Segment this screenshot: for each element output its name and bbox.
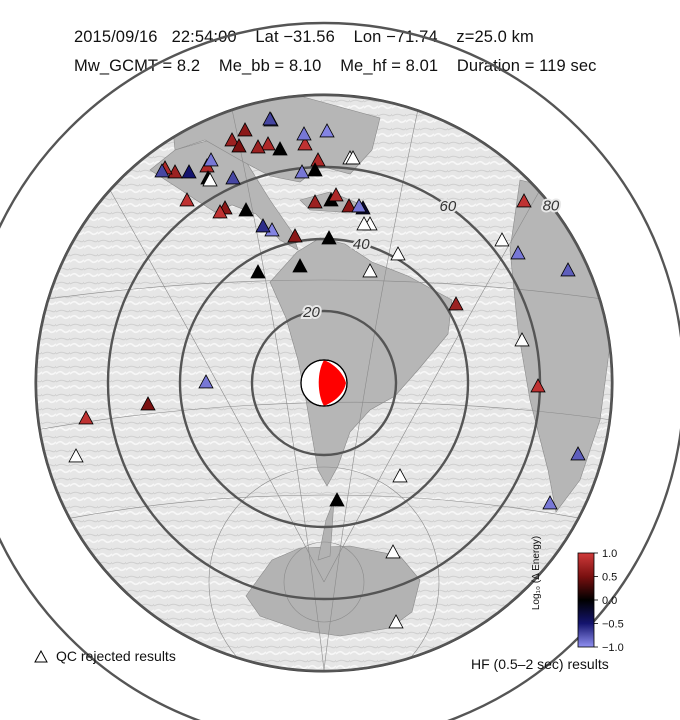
station-marker xyxy=(321,230,337,245)
qc-rejected-station xyxy=(202,172,218,187)
colorbar-tick-label: 0.5 xyxy=(602,572,617,584)
station-marker xyxy=(260,136,276,151)
ring-label-40: 40 xyxy=(353,236,370,253)
station-marker xyxy=(510,245,526,260)
qc-rejected-station xyxy=(362,263,378,278)
focal-mechanism-beachball xyxy=(300,359,348,407)
station-marker xyxy=(560,262,576,277)
station-marker xyxy=(255,218,271,233)
station-marker xyxy=(250,139,266,154)
qc-rejected-station xyxy=(392,468,408,483)
qc-rejected-triangle-icon xyxy=(34,649,48,662)
station-markers xyxy=(68,111,586,629)
qc-rejected-station xyxy=(345,150,361,165)
station-marker xyxy=(140,396,156,411)
south-america-land xyxy=(269,237,453,487)
distance-rings: 20 40 60 80 xyxy=(0,21,680,720)
distance-ring-100 xyxy=(0,21,680,720)
colorbar-tick-label: −0.5 xyxy=(602,619,624,631)
station-marker xyxy=(297,136,313,151)
antarctica-land xyxy=(245,545,421,637)
station-marker xyxy=(292,258,308,273)
station-marker xyxy=(328,187,344,202)
event-header-line1: 2015/09/16 22:54:00 Lat −31.56 Lon −71.7… xyxy=(74,28,534,46)
station-marker xyxy=(181,164,197,179)
graticule xyxy=(35,99,613,672)
hf-results-label: HF (0.5–2 sec) results xyxy=(471,656,609,672)
station-marker xyxy=(154,163,170,178)
ring-label-80: 80 xyxy=(543,198,560,215)
colorbar-tick-label: 1.0 xyxy=(602,548,617,560)
station-marker xyxy=(203,152,219,167)
station-marker xyxy=(307,194,323,209)
qc-rejected-station xyxy=(68,448,84,463)
station-marker xyxy=(516,193,532,208)
colorbar-title: Log₁₀ (Δ Energy) xyxy=(531,535,542,611)
station-marker xyxy=(542,495,558,510)
station-marker xyxy=(310,152,326,167)
colorbar-tick-label: −1.0 xyxy=(602,642,624,654)
station-marker xyxy=(225,170,241,185)
station-marker xyxy=(78,410,94,425)
station-marker xyxy=(179,192,195,207)
station-marker xyxy=(231,138,247,153)
distance-ring-20 xyxy=(250,309,398,457)
station-marker xyxy=(237,122,253,137)
station-marker xyxy=(294,164,310,179)
station-marker xyxy=(341,198,357,213)
qc-rejected-station xyxy=(385,544,401,559)
station-marker xyxy=(570,446,586,461)
ring-label-20: 20 xyxy=(302,304,320,321)
distance-ring-80 xyxy=(34,93,614,673)
station-marker xyxy=(250,264,266,279)
qc-rejected-station xyxy=(514,332,530,347)
station-marker xyxy=(198,374,214,389)
station-marker xyxy=(319,123,335,138)
ring-label-60: 60 xyxy=(440,198,457,215)
qc-rejected-station xyxy=(388,614,404,629)
qc-legend-label: QC rejected results xyxy=(56,648,176,664)
station-marker xyxy=(329,492,345,507)
station-marker xyxy=(262,111,278,126)
station-marker xyxy=(212,204,228,219)
distance-ring-40 xyxy=(178,237,470,529)
station-marker xyxy=(238,202,254,217)
station-marker xyxy=(287,228,303,243)
station-marker xyxy=(272,141,288,156)
qc-rejected-station xyxy=(356,216,372,231)
qc-rejected-station xyxy=(494,232,510,247)
station-marker xyxy=(351,198,367,213)
station-marker xyxy=(167,164,183,179)
station-marker xyxy=(448,296,464,311)
station-marker xyxy=(224,132,240,147)
energy-colorbar: 1.0 0.5 0.0 −0.5 −1.0 xyxy=(577,548,624,654)
event-header-line2: Mw_GCMT = 8.2 Me_bb = 8.10 Me_hf = 8.01 … xyxy=(74,57,597,75)
qc-legend: QC rejected results xyxy=(34,648,176,664)
station-marker xyxy=(530,378,546,393)
qc-rejected-station xyxy=(390,246,406,261)
station-marker xyxy=(307,162,323,177)
colorbar-tick-label: 0.0 xyxy=(602,595,617,607)
station-marker xyxy=(296,126,312,141)
